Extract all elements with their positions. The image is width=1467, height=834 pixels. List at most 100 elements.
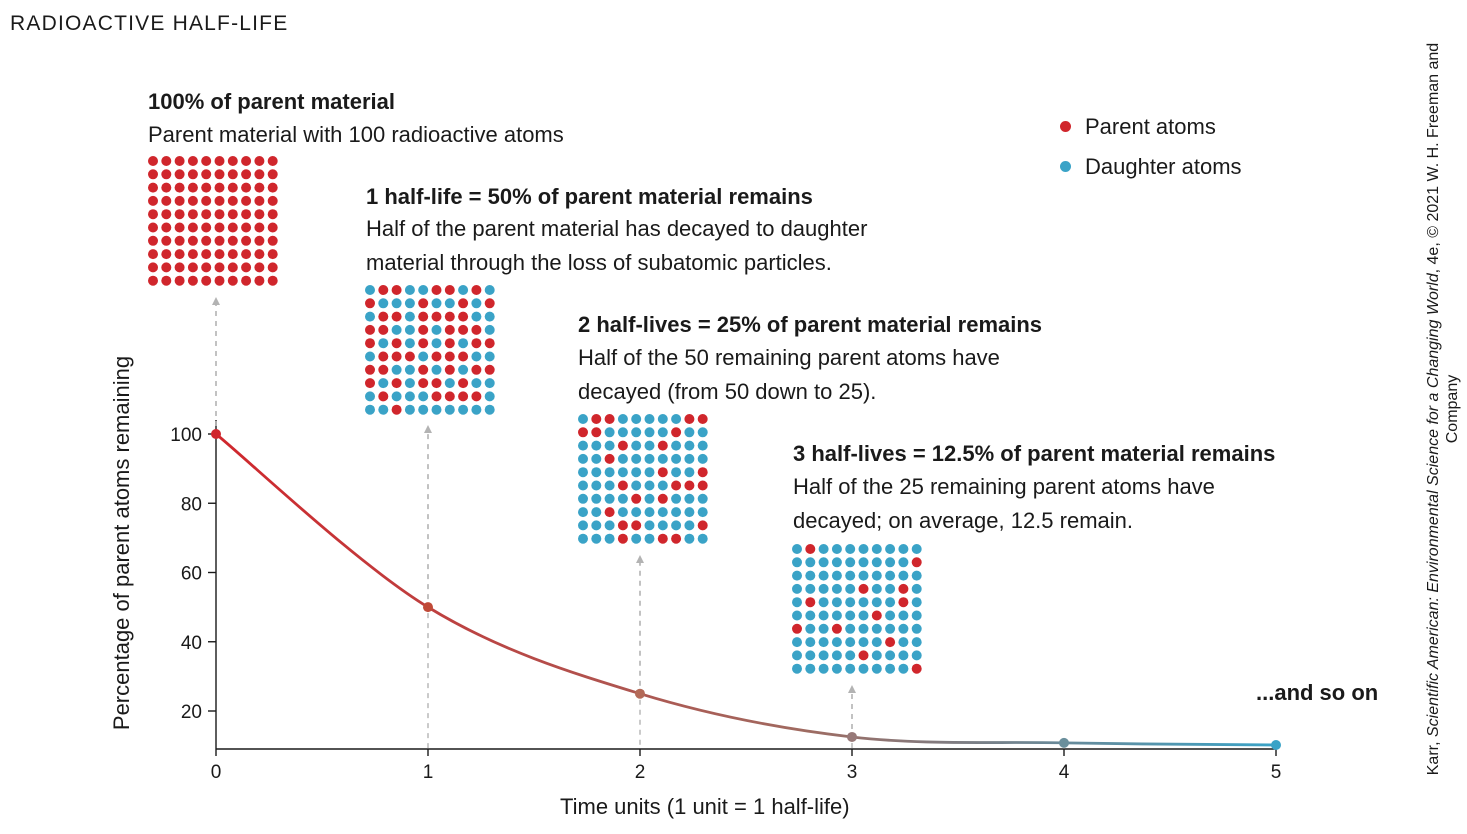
parent-atom [365,364,375,375]
daughter-atom [831,570,842,581]
parent-atom [484,298,495,309]
parent-atom [254,262,265,273]
daughter-atom [818,610,829,621]
daughter-atom [591,467,602,478]
parent-atom [858,583,869,594]
parent-atom [911,663,922,674]
daughter-atom [391,298,402,309]
parent-atom [161,235,172,246]
parent-atom [378,391,389,402]
daughter-atom [885,544,896,554]
daughter-atom [604,427,615,438]
parent-atom [161,182,172,193]
parent-atom [418,324,429,335]
daughter-atom [831,597,842,608]
parent-atom [187,156,198,166]
daughter-atom [484,351,495,362]
daughter-atom [418,351,429,362]
daughter-dot-icon [1060,160,1071,172]
daughter-atom [471,351,482,362]
daughter-atom [697,440,708,451]
daughter-atom [831,557,842,568]
parent-atom [604,414,615,424]
parent-atom [471,364,482,375]
daughter-atom [885,610,896,621]
parent-atom [201,195,212,206]
x-tick-label: 4 [1059,762,1070,783]
daughter-atom [591,520,602,531]
parent-atom [187,235,198,246]
daughter-atom [697,533,708,544]
parent-atom [458,298,469,309]
parent-atom [214,235,225,246]
parent-atom [174,209,185,220]
daughter-atom [898,610,909,621]
daughter-atom [885,663,896,674]
legend-daughter-label: Daughter atoms [1085,154,1242,179]
daughter-atom [831,650,842,661]
parent-atom [241,156,252,166]
parent-atom [148,262,158,273]
daughter-atom [404,298,415,309]
parent-atom [241,222,252,233]
data-point [1059,737,1069,748]
parent-atom [227,195,238,206]
parent-atom [657,533,668,544]
parent-atom [657,440,668,451]
daughter-atom [898,557,909,568]
daughter-atom [404,364,415,375]
daughter-atom [858,544,869,554]
daughter-atom [818,557,829,568]
daughter-atom [404,338,415,349]
daughter-atom [805,650,816,661]
parent-atom [458,391,469,402]
daughter-atom [845,637,856,648]
daughter-atom [484,378,495,389]
daughter-atom [818,650,829,661]
parent-atom [617,533,628,544]
daughter-atom [657,480,668,491]
parent-atom [174,169,185,180]
y-tick-label: 20 [181,702,202,723]
daughter-atom [845,610,856,621]
x-tick-label: 5 [1271,762,1282,783]
parent-atom [898,597,909,608]
parent-atom [617,480,628,491]
daughter-atom [578,414,588,424]
daughter-atom [365,311,375,322]
daughter-atom [805,663,816,674]
parent-atom [187,249,198,260]
parent-atom [214,249,225,260]
daughter-atom [431,364,442,375]
daughter-atom [684,440,695,451]
parent-atom [418,338,429,349]
parent-atom [391,311,402,322]
parent-atom [378,311,389,322]
daughter-atom [378,404,389,415]
parent-atom [187,222,198,233]
daughter-atom [471,404,482,415]
daughter-atom [911,583,922,594]
parent-atom [631,520,642,531]
parent-atom [174,235,185,246]
parent-atom [617,440,628,451]
parent-atom [697,467,708,478]
parent-atom [578,427,588,438]
parent-atom [684,480,695,491]
legend-parent-label: Parent atoms [1085,114,1216,139]
daughter-atom [657,427,668,438]
daughter-atom [617,507,628,518]
parent-atom [227,235,238,246]
daughter-atom [378,298,389,309]
daughter-atom [885,583,896,594]
daughter-atom [484,285,495,295]
parent-atom [161,222,172,233]
data-point [635,688,645,699]
daughter-atom [617,427,628,438]
daughter-atom [431,404,442,415]
daughter-atom [644,507,655,518]
y-tick-label: 60 [181,564,202,585]
parent-atom [591,427,602,438]
daughter-atom [845,650,856,661]
daughter-atom [631,533,642,544]
